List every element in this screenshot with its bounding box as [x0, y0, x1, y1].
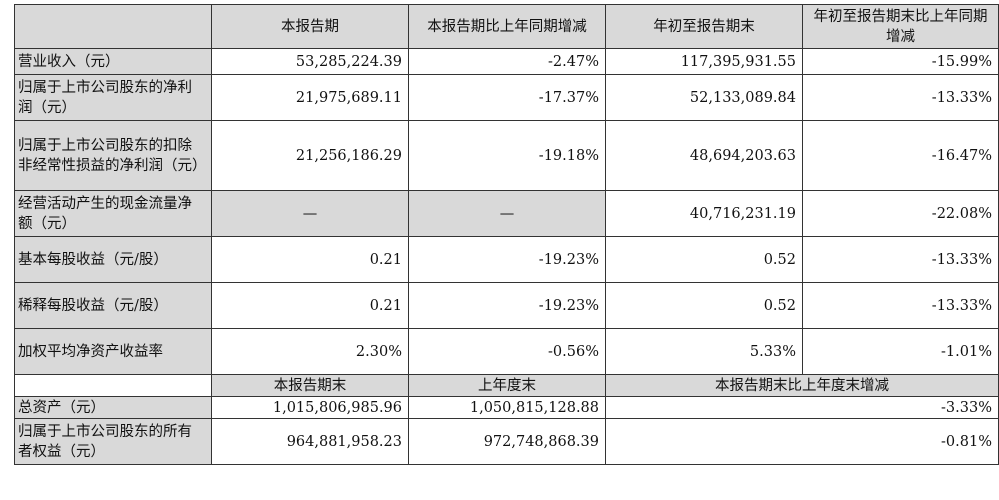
cell-value: -22.08%: [802, 190, 999, 237]
cell-value: -0.56%: [408, 328, 606, 375]
header-period-end-change: 本报告期末比上年度末增减: [605, 374, 999, 397]
cell-value: 21,256,186.29: [211, 120, 409, 191]
row-label: 归属于上市公司股东的所有者权益（元）: [14, 418, 212, 465]
cell-value: —: [408, 190, 606, 237]
cell-value: -1.01%: [802, 328, 999, 375]
cell-value: 117,395,931.55: [605, 48, 803, 75]
cell-value: 5.33%: [605, 328, 803, 375]
table-row: 总资产（元） 1,015,806,985.96 1,050,815,128.88…: [14, 396, 999, 419]
cell-value: 1,015,806,985.96: [211, 396, 409, 419]
cell-value: 53,285,224.39: [211, 48, 409, 75]
table-row: 归属于上市公司股东的净利润（元） 21,975,689.11 -17.37% 5…: [14, 74, 999, 121]
table-header-row: 本报告期 本报告期比上年同期增减 年初至报告期末 年初至报告期末比上年同期增减: [14, 4, 999, 49]
cell-value: -15.99%: [802, 48, 999, 75]
table-row: 经营活动产生的现金流量净额（元） — — 40,716,231.19 -22.0…: [14, 190, 999, 237]
cell-value: 2.30%: [211, 328, 409, 375]
cell-value: -3.33%: [605, 396, 999, 419]
cell-value: -2.47%: [408, 48, 606, 75]
row-label: 营业收入（元）: [14, 48, 212, 75]
header-period-end: 本报告期末: [211, 374, 409, 397]
table-row: 基本每股收益（元/股） 0.21 -19.23% 0.52 -13.33%: [14, 236, 999, 283]
cell-value: 964,881,958.23: [211, 418, 409, 465]
header-blank: [14, 4, 212, 49]
cell-value: 1,050,815,128.88: [408, 396, 606, 419]
cell-value: 40,716,231.19: [605, 190, 803, 237]
header-ytd-change: 年初至报告期末比上年同期增减: [802, 4, 999, 49]
table-subheader-row: 本报告期末 上年度末 本报告期末比上年度末增减: [14, 374, 999, 397]
row-label: 总资产（元）: [14, 396, 212, 419]
cell-value: -17.37%: [408, 74, 606, 121]
cell-value: -13.33%: [802, 74, 999, 121]
subheader-blank: [14, 374, 212, 397]
cell-value: -0.81%: [605, 418, 999, 465]
cell-value: -13.33%: [802, 282, 999, 329]
row-label: 稀释每股收益（元/股）: [14, 282, 212, 329]
cell-value: 0.52: [605, 236, 803, 283]
row-label: 经营活动产生的现金流量净额（元）: [14, 190, 212, 237]
cell-value: 48,694,203.63: [605, 120, 803, 191]
row-label: 归属于上市公司股东的扣除非经常性损益的净利润（元）: [14, 120, 212, 191]
header-current-period: 本报告期: [211, 4, 409, 49]
cell-value: 52,133,089.84: [605, 74, 803, 121]
cell-value: 0.52: [605, 282, 803, 329]
financial-summary-table: 本报告期 本报告期比上年同期增减 年初至报告期末 年初至报告期末比上年同期增减 …: [14, 4, 999, 465]
cell-value: -16.47%: [802, 120, 999, 191]
header-prior-year-end: 上年度末: [408, 374, 606, 397]
header-ytd: 年初至报告期末: [605, 4, 803, 49]
row-label: 加权平均净资产收益率: [14, 328, 212, 375]
cell-value: -13.33%: [802, 236, 999, 283]
table-row: 归属于上市公司股东的所有者权益（元） 964,881,958.23 972,74…: [14, 418, 999, 465]
cell-value: -19.23%: [408, 282, 606, 329]
cell-value: —: [211, 190, 409, 237]
row-label: 基本每股收益（元/股）: [14, 236, 212, 283]
cell-value: -19.18%: [408, 120, 606, 191]
table-row: 营业收入（元） 53,285,224.39 -2.47% 117,395,931…: [14, 48, 999, 75]
cell-value: 972,748,868.39: [408, 418, 606, 465]
cell-value: 0.21: [211, 236, 409, 283]
cell-value: 21,975,689.11: [211, 74, 409, 121]
cell-value: 0.21: [211, 282, 409, 329]
table-row: 稀释每股收益（元/股） 0.21 -19.23% 0.52 -13.33%: [14, 282, 999, 329]
cell-value: -19.23%: [408, 236, 606, 283]
table-row: 加权平均净资产收益率 2.30% -0.56% 5.33% -1.01%: [14, 328, 999, 375]
header-current-period-change: 本报告期比上年同期增减: [408, 4, 606, 49]
row-label: 归属于上市公司股东的净利润（元）: [14, 74, 212, 121]
table-row: 归属于上市公司股东的扣除非经常性损益的净利润（元） 21,256,186.29 …: [14, 120, 999, 191]
